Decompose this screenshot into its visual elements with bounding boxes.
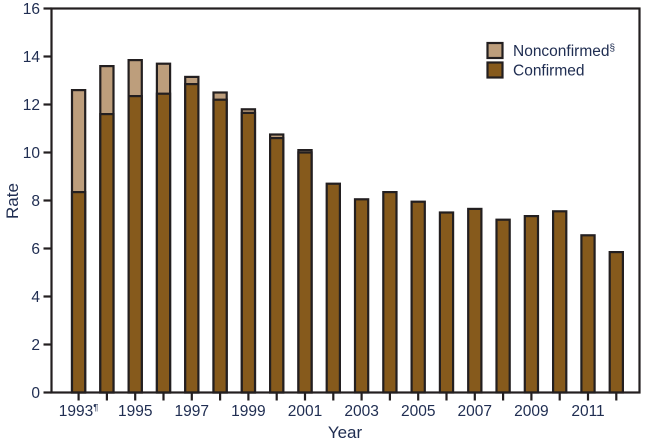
x-tick-label-1995: 1995 <box>118 403 152 420</box>
x-tick-label-2001: 2001 <box>288 403 322 420</box>
bar-1993 <box>70 88 87 394</box>
x-tick-label-1993: 1993¶ <box>59 403 99 421</box>
bar-2005 <box>410 200 426 394</box>
bar-2005-confirmed-segment <box>410 200 426 394</box>
bar-2008-confirmed-segment <box>495 218 511 394</box>
y-tick-label-8: 8 <box>31 193 40 210</box>
bar-1999 <box>240 108 257 394</box>
x-tick-label-2007: 2007 <box>458 403 492 420</box>
y-tick-label-16: 16 <box>23 1 40 18</box>
x-tick-label-2003: 2003 <box>344 403 378 420</box>
bar-2003-confirmed-segment <box>353 198 370 394</box>
bar-2002 <box>325 182 342 394</box>
bar-2009-confirmed-segment <box>523 215 540 394</box>
legend-swatch-nonconfirmed <box>486 41 504 60</box>
footnote-superscript: ¶ <box>93 403 98 414</box>
y-tick-label-6: 6 <box>31 241 40 258</box>
bar-2000 <box>269 133 285 394</box>
y-tick-label-10: 10 <box>23 145 41 162</box>
bar-2011-confirmed-segment <box>580 234 596 394</box>
bar-1994 <box>99 64 115 394</box>
bar-1998-confirmed-segment <box>212 98 228 394</box>
x-tick-label-1999: 1999 <box>231 403 265 420</box>
bar-2001-confirmed-segment <box>297 151 313 394</box>
x-axis: 1993¶ 1995 1997 1999 2001 2003 2005 2007 2009 201… <box>59 392 618 421</box>
legend-label-nonconfirmed: Nonconfirmed§ <box>513 43 615 60</box>
x-tick-label-2009: 2009 <box>514 403 548 420</box>
bar-2011 <box>580 234 596 394</box>
bar-2012-confirmed-segment <box>608 251 625 394</box>
bar-1996 <box>155 62 172 394</box>
y-tick-label-12: 12 <box>23 97 40 114</box>
bar-2009 <box>523 215 540 394</box>
bar-1999-confirmed-segment <box>240 111 257 394</box>
bar-2008 <box>495 218 511 394</box>
bar-1997 <box>184 75 200 394</box>
bar-2004 <box>382 191 398 394</box>
bar-2012 <box>608 251 625 394</box>
bar-1994-confirmed-segment <box>99 112 115 394</box>
bar-2007 <box>467 207 483 394</box>
bar-2006-confirmed-segment <box>438 211 455 394</box>
y-tick-label-0: 0 <box>31 385 40 402</box>
legend: Nonconfirmed§ Confirmed <box>486 41 615 80</box>
legend-label-confirmed: Confirmed <box>513 63 585 80</box>
bar-2002-confirmed-segment <box>325 182 342 394</box>
footnote-superscript: § <box>610 43 616 54</box>
bar-2010 <box>551 210 568 394</box>
bars-group <box>70 58 625 394</box>
bar-2004-confirmed-segment <box>382 191 398 394</box>
y-axis: 0 2 4 6 8 10 12 14 16 <box>23 1 52 402</box>
bar-1998 <box>212 91 228 394</box>
x-tick-label-2005: 2005 <box>401 403 435 420</box>
bar-2006 <box>438 211 455 394</box>
y-axis-title: Rate <box>3 183 22 219</box>
bar-1995-confirmed-segment <box>127 94 143 394</box>
bar-2007-confirmed-segment <box>467 207 483 394</box>
bar-1997-confirmed-segment <box>184 82 200 394</box>
bar-2010-confirmed-segment <box>551 210 568 394</box>
y-tick-label-2: 2 <box>31 337 40 354</box>
bar-1993-confirmed-segment <box>70 191 87 394</box>
bar-2000-confirmed-segment <box>269 137 285 394</box>
x-tick-label-2011: 2011 <box>571 403 604 420</box>
y-tick-label-14: 14 <box>23 49 41 66</box>
y-tick-label-4: 4 <box>31 289 40 306</box>
bar-1996-confirmed-segment <box>155 92 172 394</box>
x-axis-title: Year <box>328 423 363 442</box>
x-tick-label-1997: 1997 <box>175 403 209 420</box>
bar-2003 <box>353 198 370 394</box>
legend-swatch-confirmed <box>486 61 504 79</box>
bar-1995 <box>127 58 143 394</box>
bar-2001 <box>297 149 313 394</box>
